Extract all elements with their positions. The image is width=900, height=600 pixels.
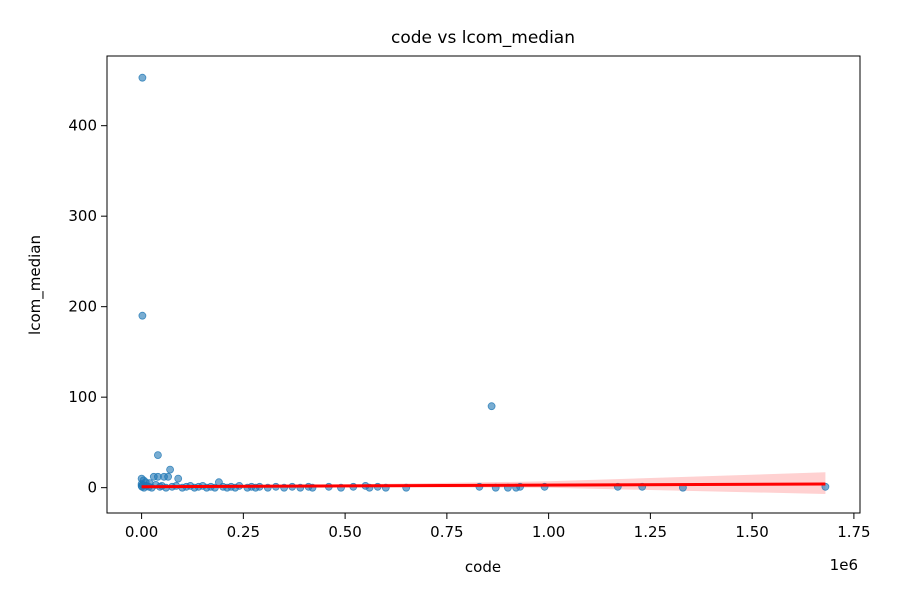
x-tick-label: 1.50: [735, 523, 768, 541]
confidence-band-area: [141, 472, 826, 494]
x-tick-label: 0.75: [430, 523, 463, 541]
data-point: [174, 474, 183, 483]
y-tick-label: 400: [68, 117, 97, 135]
x-axis-ticks: 0.00 0.25 0.50 0.75 1.00 1.25 1.50 1.75: [125, 513, 871, 541]
data-point: [164, 472, 173, 481]
data-point: [166, 465, 175, 474]
chart-title: code vs lcom_median: [391, 28, 575, 48]
x-tick-label: 0.25: [227, 523, 260, 541]
plot-frame: [106, 55, 861, 514]
x-axis-label: code: [465, 558, 501, 576]
y-axis-label: lcom_median: [26, 235, 45, 335]
x-tick-label: 1.25: [634, 523, 667, 541]
x-axis-offset-label: 1e6: [830, 556, 858, 574]
y-axis-ticks: 0 100 200 300 400: [68, 117, 107, 497]
regression-line: [141, 482, 826, 489]
confidence-band: [141, 472, 826, 494]
y-tick-label: 300: [68, 207, 97, 225]
y-tick-label: 0: [87, 479, 97, 497]
y-tick-label: 200: [68, 298, 97, 316]
data-point: [138, 73, 147, 82]
x-tick-label: 1.75: [837, 523, 870, 541]
data-point: [138, 311, 147, 320]
x-tick-label: 1.00: [532, 523, 565, 541]
data-point: [149, 472, 158, 481]
y-tick-label: 100: [68, 388, 97, 406]
data-point: [153, 451, 162, 460]
data-points: [137, 73, 830, 492]
x-tick-label: 0.50: [328, 523, 361, 541]
data-point: [487, 402, 496, 411]
x-tick-label: 0.00: [125, 523, 158, 541]
regression-line-group: [141, 482, 826, 489]
